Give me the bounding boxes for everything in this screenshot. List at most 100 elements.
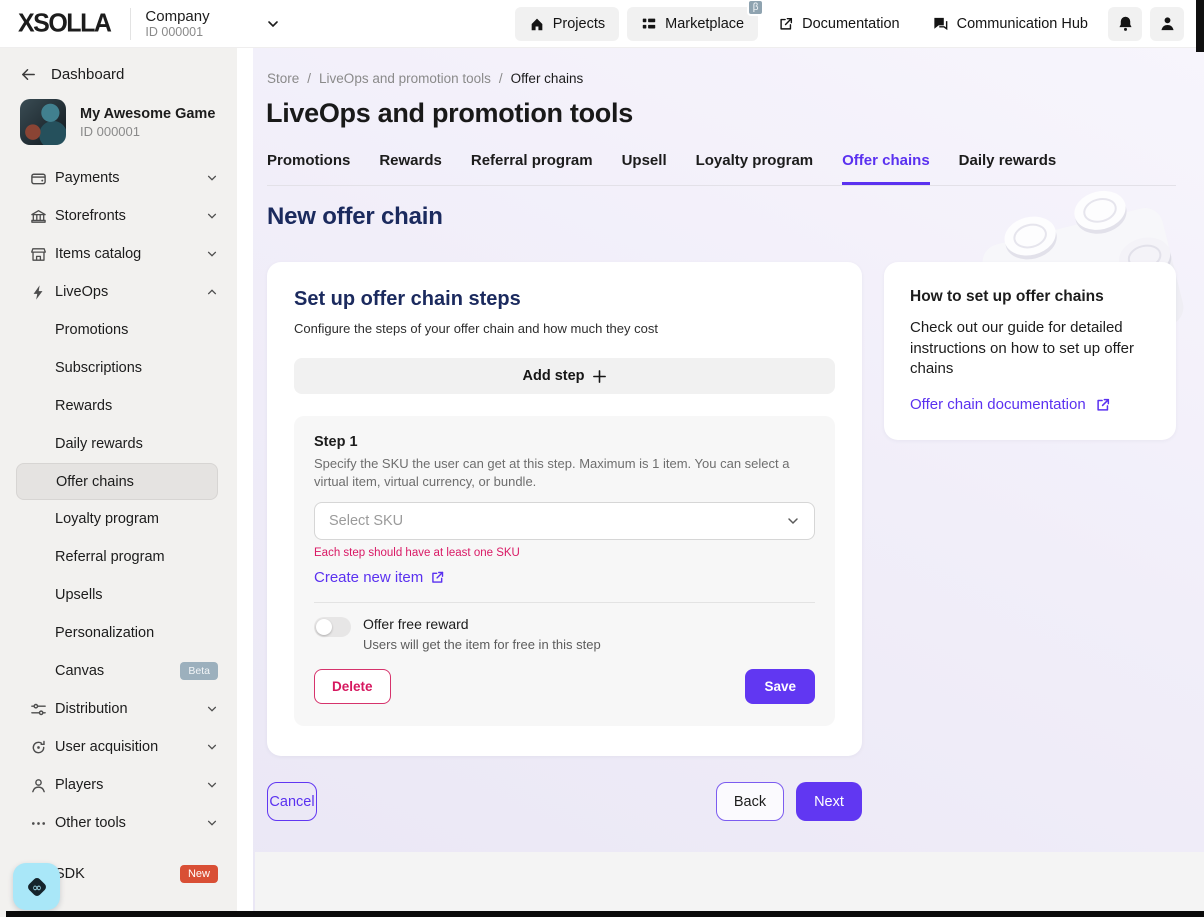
help-card: How to set up offer chains Check out our… [884,262,1176,441]
section-heading: New offer chain [267,203,443,230]
project-avatar [20,99,66,145]
breadcrumb-store[interactable]: Store [267,71,300,86]
lightning-icon [30,284,47,301]
footer-strip [255,852,1204,911]
projects-button[interactable]: Projects [514,6,620,41]
step-divider [314,601,815,603]
home-icon [529,16,545,32]
delete-step-button[interactable]: Delete [314,668,391,704]
tab-upsell[interactable]: Upsell [621,152,667,169]
project-id: ID 000001 [80,123,140,139]
tab-referral-program[interactable]: Referral program [470,152,593,169]
sidebar-item-promotions[interactable]: Promotions [55,322,129,338]
sidebar-item-distribution[interactable]: Distribution [0,690,237,728]
account-button[interactable] [1150,6,1184,41]
tab-promotions[interactable]: Promotions [267,152,351,169]
help-card-title: How to set up offer chains [910,288,1104,305]
sidebar-item-upsells[interactable]: Upsells [55,587,103,603]
sidebar-item-liveops[interactable]: LiveOps [0,273,237,311]
sidebar-item-items-catalog[interactable]: Items catalog [0,235,237,273]
save-step-button[interactable]: Save [745,668,815,704]
sku-select[interactable]: Select SKU [314,501,815,540]
sidebar-item-rewards[interactable]: Rewards [55,398,113,414]
tabs-divider [267,185,1176,186]
sidebar-item-payments[interactable]: Payments [0,159,237,197]
step-actions: Delete Save [314,668,815,704]
sidebar-item-subscriptions[interactable]: Subscriptions [55,360,143,376]
sidebar-item-personalization[interactable]: Personalization [55,625,155,641]
breadcrumb-liveops[interactable]: LiveOps and promotion tools [319,71,491,86]
sidebar-item-sdk[interactable]: SDK New [0,855,237,893]
sidebar-item-offer-chains[interactable]: Offer chains [16,463,218,500]
scrollbar-thumb[interactable] [1196,0,1204,52]
company-name: Company [145,7,210,25]
next-button[interactable]: Next [796,782,862,821]
toggle-knob [316,618,332,635]
project-card[interactable]: My Awesome Game ID 000001 [20,99,221,145]
documentation-link-label: Offer chain documentation [910,396,1086,414]
external-link-icon [430,570,445,585]
chevron-down-icon [206,248,218,260]
chevron-down-icon[interactable] [266,17,280,31]
external-link-icon [1095,397,1111,413]
create-new-item-link[interactable]: Create new item [314,569,445,586]
projects-label: Projects [552,15,606,32]
wallet-icon [30,170,47,187]
bell-icon [1117,15,1134,32]
sidebar-item-other-tools[interactable]: Other tools [0,804,237,842]
add-step-label: Add step [522,368,585,384]
chevron-down-icon [206,779,218,791]
sidebar-nav: Payments Storefronts Items catalog LiveO… [0,159,237,893]
chevron-down-icon [206,741,218,753]
marketplace-button[interactable]: Marketplace β [627,0,765,41]
sidebar-item-referral-program[interactable]: Referral program [55,549,165,565]
chat-icon [932,15,949,32]
person-icon [1159,15,1176,32]
top-header: XSOLLA Company ID 000001 Projects Market… [0,0,1204,48]
marketplace-label: Marketplace [665,15,745,32]
main-content: Store / LiveOps and promotion tools / Of… [253,48,1204,917]
notifications-button[interactable] [1108,6,1142,41]
add-step-button[interactable]: Add step [294,358,835,394]
step-panel: Step 1 Specify the SKU the user can get … [294,416,835,726]
communication-hub-link[interactable]: Communication Hub [920,7,1100,41]
offer-chain-documentation-link[interactable]: Offer chain documentation [910,396,1111,413]
toggle-label: Offer free reward [363,615,469,632]
back-button[interactable]: Back [716,782,784,821]
sidebar-item-players[interactable]: Players [0,766,237,804]
back-to-dashboard[interactable]: Dashboard [0,48,237,83]
sidebar-item-daily-rewards[interactable]: Daily rewards [55,436,143,452]
beta-badge: Beta [180,662,218,680]
tab-rewards[interactable]: Rewards [379,152,442,169]
communication-hub-label: Communication Hub [956,15,1088,32]
tab-daily-rewards[interactable]: Daily rewards [958,152,1057,169]
sidebar-item-storefronts[interactable]: Storefronts [0,197,237,235]
storefront-icon [30,246,47,263]
sku-select-placeholder: Select SKU [329,512,404,529]
step-description: Specify the SKU the user can get at this… [314,456,790,489]
chevron-down-icon [206,210,218,222]
sidebar-item-loyalty-program[interactable]: Loyalty program [55,511,159,527]
company-switcher[interactable]: Company ID 000001 [145,8,209,40]
help-card-body: Check out our guide for detailed instruc… [910,319,1135,378]
new-badge: New [179,865,218,883]
breadcrumb-separator: / [307,71,312,86]
sidebar-item-canvas[interactable]: Canvas Beta [0,652,237,690]
dashboard-label: Dashboard [51,66,125,83]
sidebar-item-user-acquisition[interactable]: User acquisition [0,728,237,766]
tab-offer-chains[interactable]: Offer chains [842,152,930,185]
xsolla-logo[interactable]: XSOLLA [18,8,112,38]
chevron-down-icon [206,817,218,829]
tab-loyalty-program[interactable]: Loyalty program [695,152,814,169]
free-reward-toggle[interactable] [314,616,351,637]
plus-icon [592,369,607,384]
documentation-link[interactable]: Documentation [766,7,912,41]
cancel-button[interactable]: Cancel [267,782,317,821]
assistant-fab-button[interactable]: ∞ [13,863,60,910]
breadcrumb-current: Offer chains [510,71,584,86]
sidebar: Dashboard My Awesome Game ID 000001 Paym… [0,48,237,917]
sliders-icon [30,701,47,718]
setup-card-title: Set up offer chain steps [294,288,521,310]
step-title: Step 1 [314,434,358,450]
breadcrumb: Store / LiveOps and promotion tools / Of… [267,71,583,86]
